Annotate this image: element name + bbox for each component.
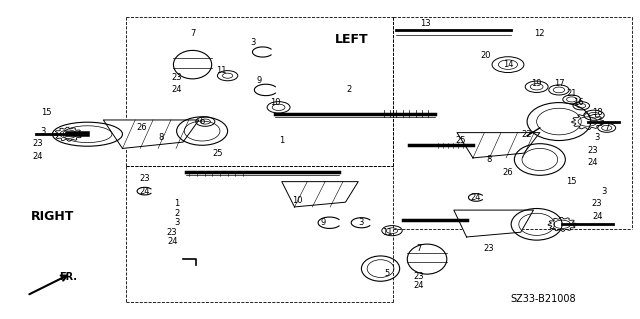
Text: 8: 8 [486,155,492,164]
Text: 24: 24 [33,152,43,161]
Text: 20: 20 [481,51,491,60]
Text: 23: 23 [484,243,494,253]
Text: 23: 23 [588,145,598,154]
Text: 24: 24 [588,158,598,167]
Polygon shape [454,210,534,237]
Text: 2: 2 [346,85,351,94]
Text: 6: 6 [200,117,205,126]
Text: 18: 18 [592,108,602,116]
Text: 7: 7 [416,243,422,253]
Text: 24: 24 [413,281,424,291]
Text: 14: 14 [503,60,513,69]
Text: 23: 23 [33,139,43,148]
Text: 8: 8 [158,133,163,142]
Text: 12: 12 [534,28,545,38]
Text: 13: 13 [420,19,431,28]
Text: SZ33-B21008: SZ33-B21008 [510,293,576,304]
Polygon shape [282,182,358,207]
Text: LEFT: LEFT [335,33,369,46]
Text: 1: 1 [174,199,179,208]
Text: 10: 10 [270,98,281,107]
Text: 10: 10 [292,196,303,205]
Text: 3: 3 [250,38,256,47]
Text: 17: 17 [554,79,564,88]
Polygon shape [103,120,199,148]
Text: RIGHT: RIGHT [31,210,74,223]
Text: 9: 9 [257,76,262,85]
Text: 23: 23 [592,199,602,208]
Text: 16: 16 [573,98,584,107]
Text: 22: 22 [522,130,532,139]
Text: 3: 3 [601,187,606,196]
Text: 9: 9 [321,218,326,227]
Text: 11: 11 [381,228,392,237]
Text: 5: 5 [384,269,390,278]
Text: 11: 11 [216,66,227,76]
Text: FR.: FR. [59,272,77,282]
Text: 24: 24 [592,212,602,221]
Text: 7: 7 [604,123,609,132]
Polygon shape [457,133,540,158]
Text: 24: 24 [140,187,150,196]
Text: 3: 3 [174,218,179,227]
Text: 19: 19 [531,79,542,88]
Text: 23: 23 [413,272,424,281]
Text: 24: 24 [471,193,481,202]
Text: 26: 26 [136,123,147,132]
Text: 1: 1 [279,136,284,145]
Text: 23: 23 [167,228,177,237]
Text: 23: 23 [140,174,150,183]
Text: 3: 3 [40,127,45,136]
Text: 7: 7 [190,28,195,38]
Text: 21: 21 [566,89,577,98]
Text: 3: 3 [595,133,600,142]
Text: 26: 26 [502,168,513,177]
Text: 24: 24 [167,237,177,246]
Text: 23: 23 [172,73,182,82]
Text: 3: 3 [359,218,364,227]
Text: 15: 15 [41,108,51,116]
Text: 25: 25 [212,149,223,158]
Text: 25: 25 [455,136,465,145]
Text: 24: 24 [172,85,182,94]
Text: 2: 2 [174,209,179,218]
Text: 15: 15 [566,177,577,186]
